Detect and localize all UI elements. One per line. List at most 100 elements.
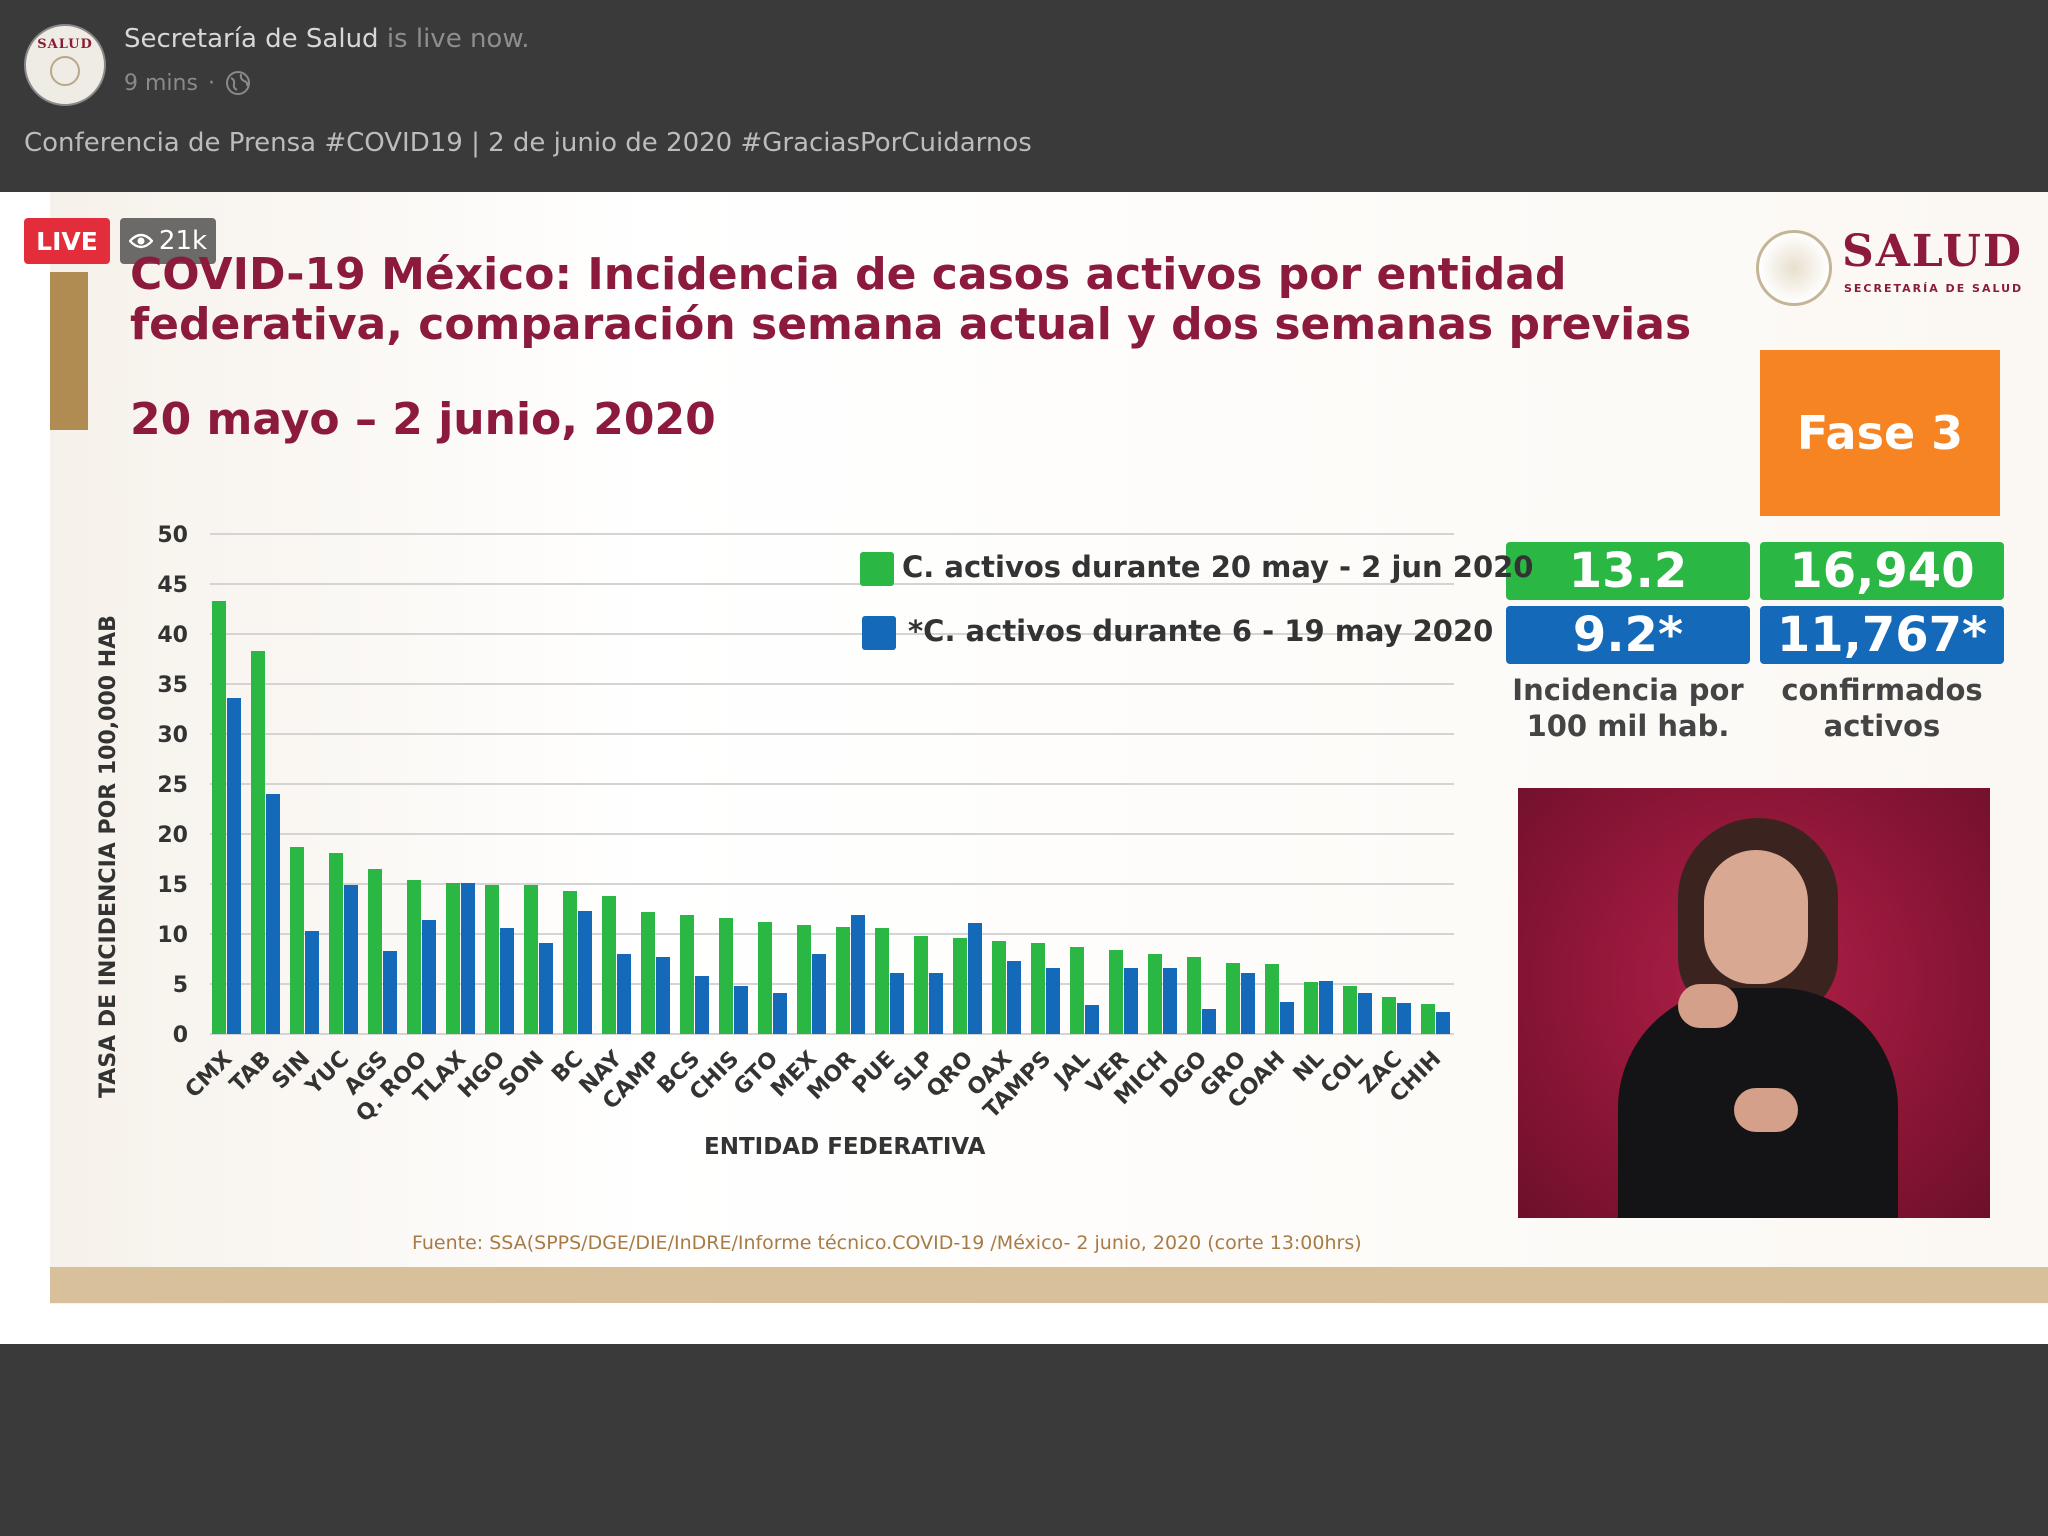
bar-previous — [656, 957, 670, 1034]
bar-previous — [1241, 973, 1255, 1034]
active-label-line-1: confirmados — [1781, 673, 1983, 707]
bar-previous — [344, 885, 358, 1034]
bar-previous — [578, 911, 592, 1034]
slide-bottom-strip — [50, 1267, 2048, 1303]
active-label: confirmados activos — [1760, 672, 2004, 744]
slide-date-range: 20 mayo – 2 junio, 2020 — [130, 394, 716, 445]
incidence-label: Incidencia por 100 mil hab. — [1506, 672, 1750, 744]
salud-logo-subtitle: SECRETARÍA DE SALUD — [1844, 282, 2024, 295]
live-video[interactable]: LIVE 21k COVID-19 México: Incidencia de … — [0, 192, 2048, 1344]
bar-current — [407, 880, 421, 1034]
incidence-label-line-1: Incidencia por — [1512, 673, 1744, 707]
post-meta: 9 mins · — [124, 70, 251, 96]
slide-title: COVID-19 México: Incidencia de casos act… — [130, 250, 1710, 350]
x-tick-label: COL — [1316, 1047, 1368, 1099]
bar-current — [914, 936, 928, 1034]
legend-label-previous: *C. activos durante 6 - 19 may 2020 — [908, 614, 1494, 648]
x-tick-label: TAB — [225, 1047, 276, 1098]
y-tick-label: 20 — [157, 823, 188, 848]
live-status-text: is live now. — [386, 24, 530, 54]
bar-current — [251, 651, 265, 1034]
x-tick-label: YUC — [301, 1047, 355, 1101]
slide-accent-bar — [50, 272, 88, 430]
phase-badge: Fase 3 — [1760, 350, 2000, 516]
bar-previous — [1358, 993, 1372, 1034]
sign-language-interpreter-video — [1518, 788, 1990, 1218]
incidence-current-value: 13.2 — [1506, 542, 1750, 600]
bar-previous — [461, 883, 475, 1034]
bar-current — [1148, 954, 1162, 1034]
y-tick-label: 35 — [157, 673, 188, 698]
incidence-previous-value: 9.2* — [1506, 606, 1750, 664]
page-name-line: Secretaría de Salud is live now. — [124, 24, 530, 54]
bar-current — [719, 918, 733, 1034]
bar-previous — [1436, 1012, 1450, 1034]
seal-icon — [50, 55, 80, 86]
active-previous-value: 11,767* — [1760, 606, 2004, 664]
bar-previous — [1202, 1009, 1216, 1034]
bar-previous — [1280, 1002, 1294, 1034]
eye-icon — [128, 233, 153, 249]
bar-current — [1304, 982, 1318, 1034]
bar-current — [212, 601, 226, 1034]
bar-current — [524, 885, 538, 1034]
active-label-line-2: activos — [1823, 709, 1941, 743]
bar-previous — [1124, 968, 1138, 1034]
page-avatar[interactable]: SALUD — [24, 24, 106, 106]
bar-previous — [1085, 1005, 1099, 1034]
y-tick-label: 30 — [157, 723, 188, 748]
legend-label-current: C. activos durante 20 may - 2 jun 2020 — [902, 550, 1534, 584]
incidence-label-line-2: 100 mil hab. — [1526, 709, 1730, 743]
bar-previous — [305, 931, 319, 1034]
viewer-count: 21k — [158, 226, 208, 256]
y-tick-label: 15 — [157, 873, 188, 898]
post-header: SALUD Secretaría de Salud is live now. 9… — [0, 0, 2048, 192]
bar-current — [797, 925, 811, 1034]
y-tick-label: 40 — [157, 623, 188, 648]
bar-previous — [422, 920, 436, 1034]
bar-previous — [617, 954, 631, 1034]
salud-logo: SALUD SECRETARÍA DE SALUD — [1756, 226, 2026, 306]
bar-previous — [500, 928, 514, 1034]
bar-previous — [1046, 968, 1060, 1034]
bar-current — [875, 928, 889, 1034]
interpreter-face — [1704, 850, 1808, 984]
chart-y-axis-label: TASA DE INCIDENCIA POR 100,000 HAB — [96, 615, 121, 1098]
slide-source-note: Fuente: SSA(SPPS/DGE/DIE/InDRE/Informe t… — [412, 1232, 1362, 1254]
bar-current — [1226, 963, 1240, 1034]
bar-current — [758, 922, 772, 1034]
page-name-link[interactable]: Secretaría de Salud — [124, 24, 379, 54]
legend-swatch-current — [860, 552, 894, 586]
bar-previous — [383, 951, 397, 1034]
bar-current — [836, 927, 850, 1034]
bar-current — [1343, 986, 1357, 1034]
meta-separator: · — [207, 70, 215, 96]
bar-previous — [1319, 981, 1333, 1034]
bar-previous — [773, 993, 787, 1034]
bar-previous — [266, 794, 280, 1034]
active-current-value: 16,940 — [1760, 542, 2004, 600]
bar-current — [1031, 943, 1045, 1034]
bar-previous — [929, 973, 943, 1034]
chart-x-axis-label: ENTIDAD FEDERATIVA — [704, 1134, 986, 1160]
post-title: Conferencia de Prensa #COVID19 | 2 de ju… — [24, 128, 1032, 158]
bar-current — [329, 853, 343, 1034]
bar-previous — [734, 986, 748, 1034]
bar-current — [290, 847, 304, 1034]
bar-current — [1421, 1004, 1435, 1034]
y-tick-label: 0 — [173, 1023, 188, 1048]
y-tick-label: 10 — [157, 923, 188, 948]
avatar-logo-text: SALUD — [37, 36, 93, 52]
bar-previous — [1007, 961, 1021, 1034]
slide-title-line-1: COVID-19 México: Incidencia de casos act… — [130, 249, 1567, 300]
post-time[interactable]: 9 mins — [124, 70, 198, 96]
y-tick-label: 50 — [157, 523, 188, 548]
legend-swatch-previous — [862, 616, 896, 650]
bar-current — [1070, 947, 1084, 1034]
bar-current — [602, 896, 616, 1034]
bar-current — [1265, 964, 1279, 1034]
slide-title-line-2: federativa, comparación semana actual y … — [130, 299, 1692, 350]
bar-previous — [968, 923, 982, 1034]
bar-current — [1382, 997, 1396, 1034]
